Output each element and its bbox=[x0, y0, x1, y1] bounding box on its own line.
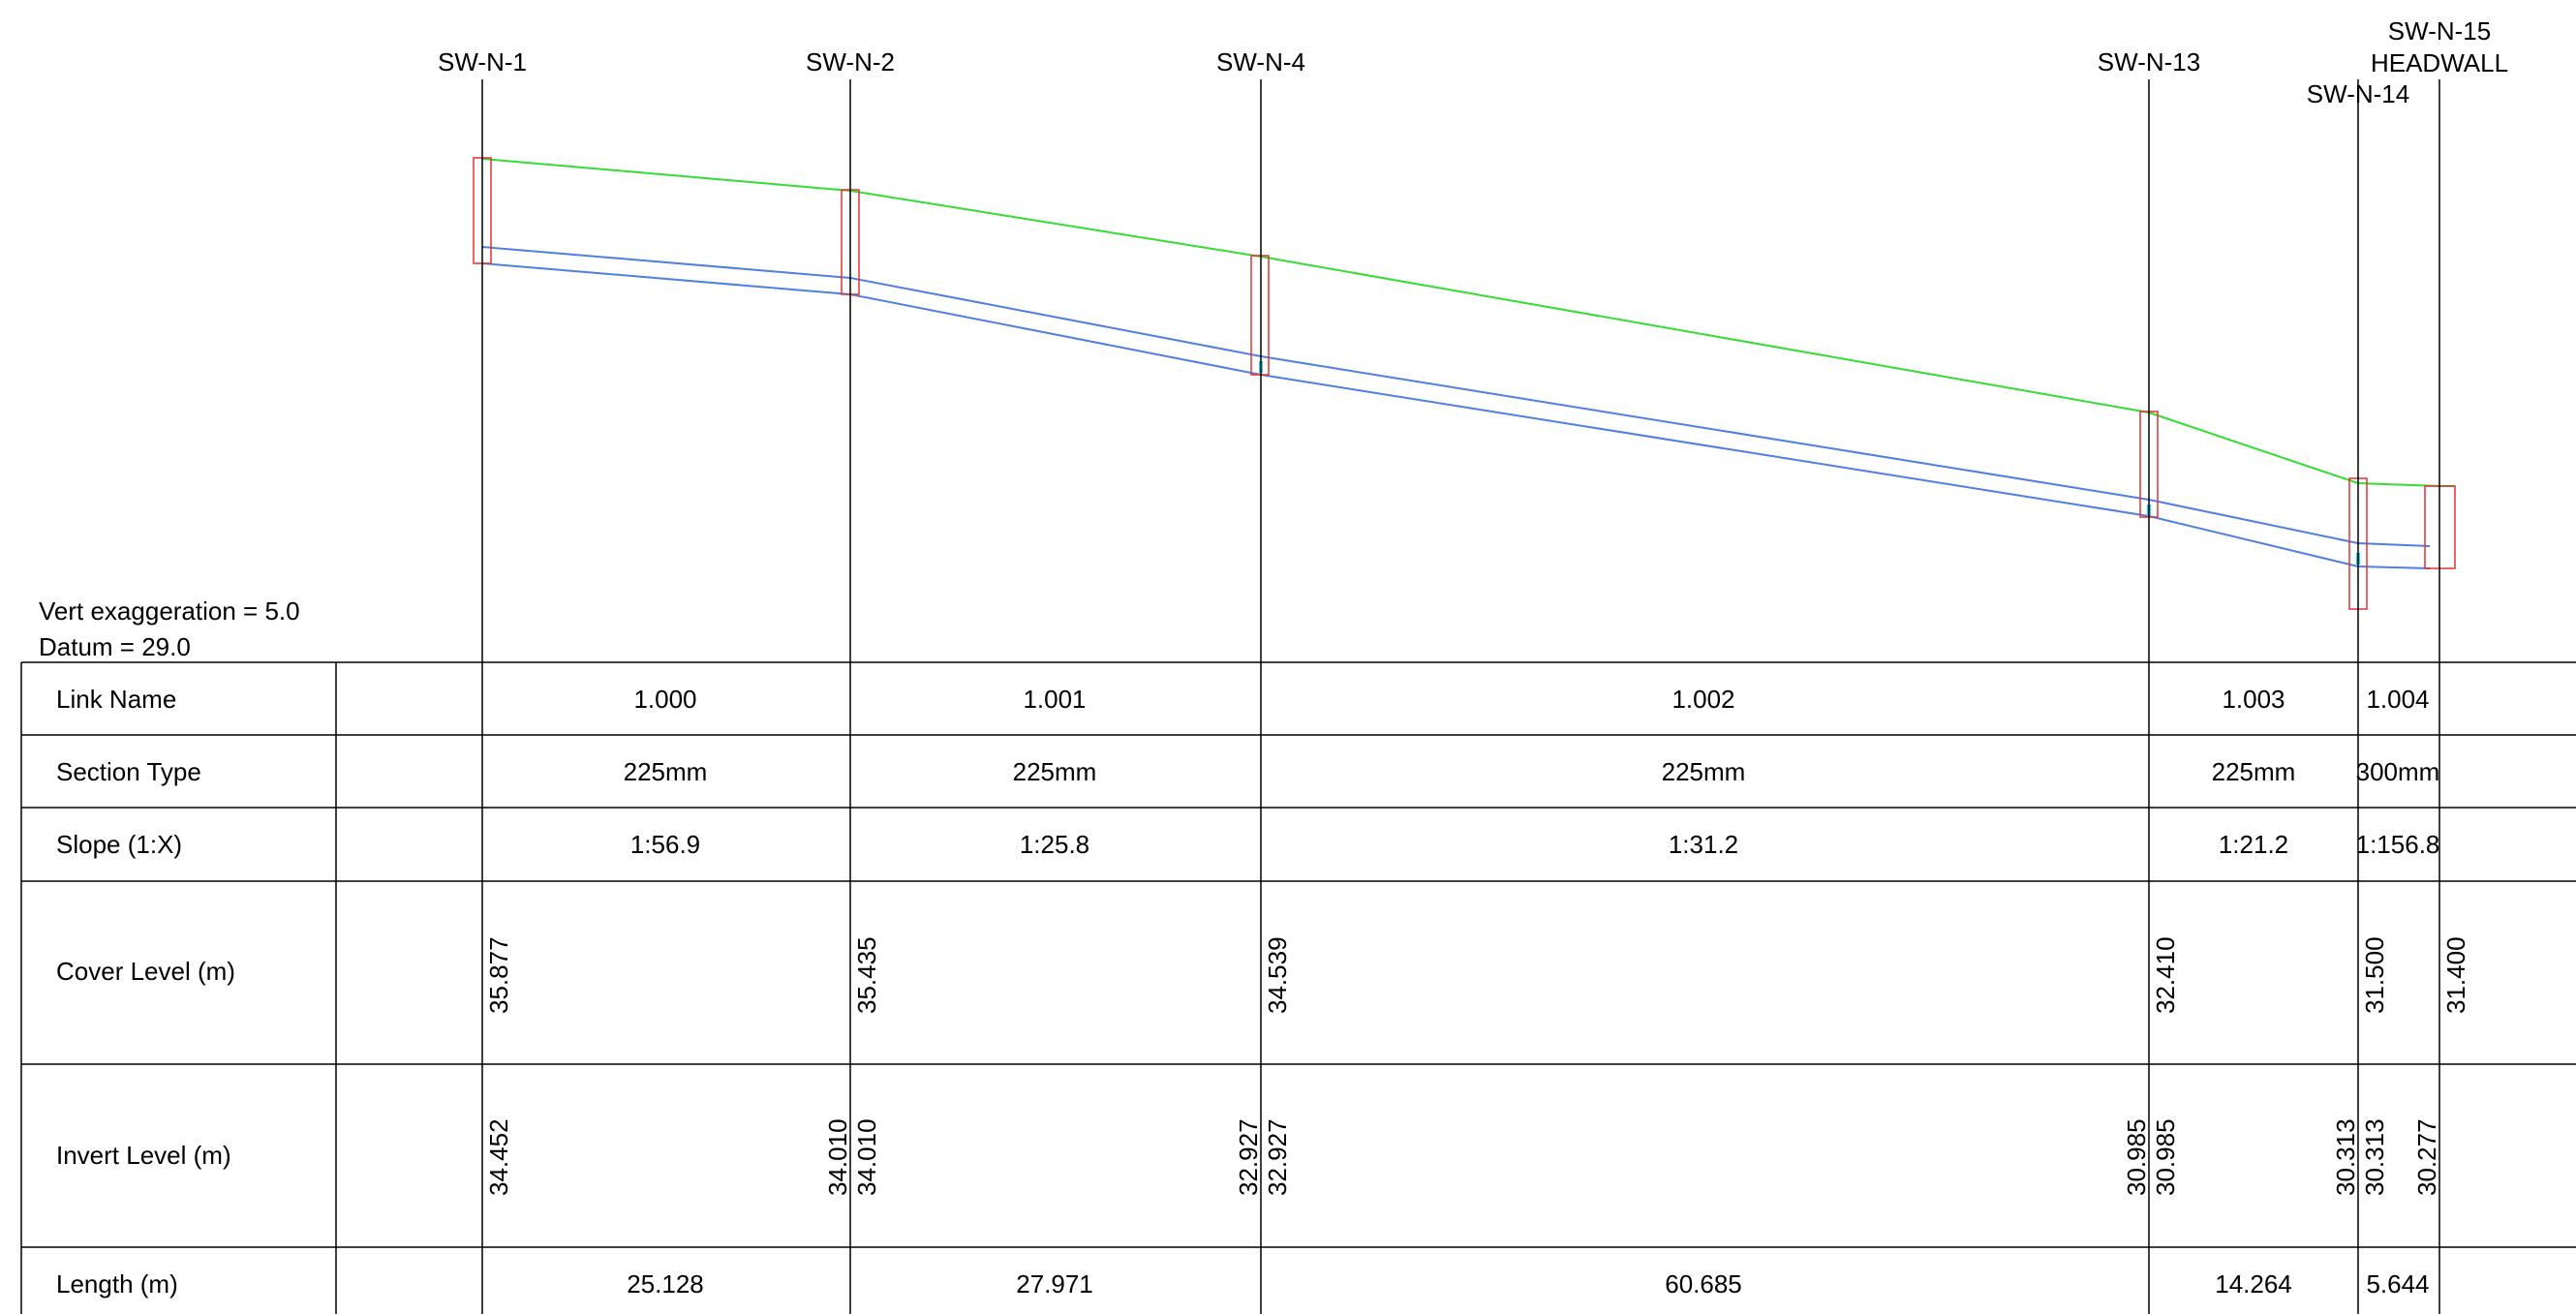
invert-level-in-cell: 30.985 bbox=[2122, 1118, 2151, 1196]
invert-level-out-cell: 30.985 bbox=[2151, 1118, 2180, 1196]
ground-line bbox=[481, 158, 2455, 487]
manhole-label: SW-N-13 bbox=[2098, 47, 2200, 76]
cover-level-cell: 35.435 bbox=[852, 936, 881, 1014]
slope-cell: 1:56.9 bbox=[630, 830, 700, 859]
manhole-label: SW-N-2 bbox=[806, 47, 895, 76]
link-name-cell: 1.002 bbox=[1671, 685, 1734, 714]
pipe-soffit-line bbox=[481, 246, 2431, 547]
link-name-cell: 1.001 bbox=[1023, 685, 1086, 714]
row-label-invert-level: Invert Level (m) bbox=[56, 1141, 231, 1170]
invert-level-in-cell: 32.927 bbox=[1234, 1118, 1263, 1196]
row-label-section-type: Section Type bbox=[56, 757, 201, 786]
manhole-label-sub: HEADWALL bbox=[2371, 48, 2508, 77]
row-label-length: Length (m) bbox=[56, 1269, 178, 1299]
long-section-table: Link Name Section Type Slope (1:X) Cover… bbox=[20, 661, 2576, 1314]
datum-note: Datum = 29.0 bbox=[39, 632, 191, 661]
invert-level-in-cell: 30.313 bbox=[2331, 1118, 2360, 1196]
row-label-link-name: Link Name bbox=[56, 685, 176, 714]
length-cell: 27.971 bbox=[1016, 1269, 1093, 1299]
link-name-cell: 1.004 bbox=[2366, 685, 2429, 714]
cover-level-cell: 31.400 bbox=[2441, 936, 2470, 1014]
slope-cell: 1:156.8 bbox=[2356, 830, 2440, 859]
cover-level-cell: 35.877 bbox=[484, 936, 513, 1014]
invert-level-out-cell: 34.452 bbox=[484, 1118, 513, 1196]
length-cell: 5.644 bbox=[2366, 1269, 2429, 1299]
manhole-label: SW-N-1 bbox=[438, 47, 527, 76]
table-grid bbox=[20, 661, 2576, 1314]
table-text: Link Name Section Type Slope (1:X) Cover… bbox=[56, 685, 2470, 1299]
section-type-cell: 225mm bbox=[2212, 757, 2296, 786]
vert-exaggeration-note: Vert exaggeration = 5.0 bbox=[39, 596, 300, 626]
manhole-label: SW-N-4 bbox=[1216, 47, 1305, 76]
manhole-label: SW-N-15 bbox=[2388, 16, 2491, 46]
link-name-cell: 1.000 bbox=[633, 685, 696, 714]
link-name-cell: 1.003 bbox=[2222, 685, 2285, 714]
slope-cell: 1:21.2 bbox=[2219, 830, 2288, 859]
cover-level-cell: 34.539 bbox=[1263, 936, 1292, 1014]
row-label-cover-level: Cover Level (m) bbox=[56, 957, 235, 986]
length-cell: 60.685 bbox=[1665, 1269, 1742, 1299]
slope-cell: 1:31.2 bbox=[1669, 830, 1738, 859]
invert-level-in-cell: 30.277 bbox=[2412, 1118, 2441, 1196]
pipe-invert-line bbox=[481, 262, 2431, 569]
manhole-box bbox=[1250, 255, 1270, 376]
invert-level-out-cell: 34.010 bbox=[852, 1118, 881, 1196]
section-type-cell: 225mm bbox=[624, 757, 708, 786]
length-cell: 25.128 bbox=[627, 1269, 704, 1299]
invert-level-out-cell: 32.927 bbox=[1263, 1118, 1292, 1196]
invert-level-in-cell: 34.010 bbox=[823, 1118, 852, 1196]
section-type-cell: 225mm bbox=[1013, 757, 1097, 786]
cover-level-cell: 31.500 bbox=[2360, 936, 2389, 1014]
profile-view bbox=[473, 157, 2456, 610]
section-type-cell: 225mm bbox=[1662, 757, 1746, 786]
slope-cell: 1:25.8 bbox=[1020, 830, 1089, 859]
manhole-label: SW-N-14 bbox=[2307, 79, 2409, 108]
length-cell: 14.264 bbox=[2215, 1269, 2292, 1299]
cover-level-cell: 32.410 bbox=[2151, 936, 2180, 1014]
invert-level-out-cell: 30.313 bbox=[2360, 1118, 2389, 1196]
section-type-cell: 300mm bbox=[2356, 757, 2440, 786]
chainage-lines: SW-N-1 SW-N-2 SW-N-4 SW-N-13 SW-N-14 SW-N-15H… bbox=[438, 16, 2508, 1314]
row-label-slope: Slope (1:X) bbox=[56, 830, 182, 859]
